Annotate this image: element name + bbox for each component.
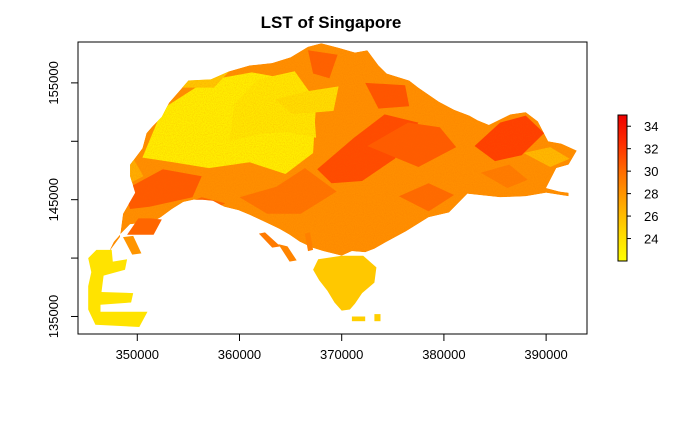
pier-b	[278, 244, 297, 262]
y-tick-label: 155000	[46, 61, 61, 104]
legend-tick-label: 32	[644, 142, 658, 157]
legend-colorbar	[618, 115, 627, 261]
jetty-1	[351, 316, 366, 322]
x-tick-label: 390000	[524, 347, 567, 362]
island-ring-a	[127, 218, 162, 235]
y-tick-label: 145000	[46, 178, 61, 221]
x-tick-label: 350000	[116, 347, 159, 362]
jetty-2	[374, 314, 381, 322]
pier-a	[258, 232, 281, 248]
x-tick-label: 380000	[422, 347, 465, 362]
pier-c	[304, 232, 314, 252]
chart-title: LST of Singapore	[261, 13, 402, 32]
x-tick-label: 360000	[218, 347, 261, 362]
lst-map	[88, 43, 577, 327]
y-tick-label: 135000	[46, 295, 61, 338]
legend-tick-label: 24	[644, 232, 658, 247]
x-axis: 350000 360000 370000 380000 390000	[116, 333, 568, 362]
legend: 24 26 28 30 32 34	[617, 114, 658, 262]
pier-d	[123, 235, 142, 255]
main-island-texture	[108, 43, 577, 256]
y-axis: 135000 145000 155000	[46, 61, 79, 338]
main-island	[108, 43, 577, 256]
legend-frame	[617, 114, 628, 262]
legend-tick-label: 34	[644, 119, 658, 134]
legend-tick-label: 26	[644, 209, 658, 224]
x-tick-label: 370000	[320, 347, 363, 362]
legend-tick-label: 30	[644, 164, 658, 179]
western-island-cluster	[88, 249, 148, 327]
legend-tick-label: 28	[644, 187, 658, 202]
southern-shoreline-island	[313, 255, 377, 311]
